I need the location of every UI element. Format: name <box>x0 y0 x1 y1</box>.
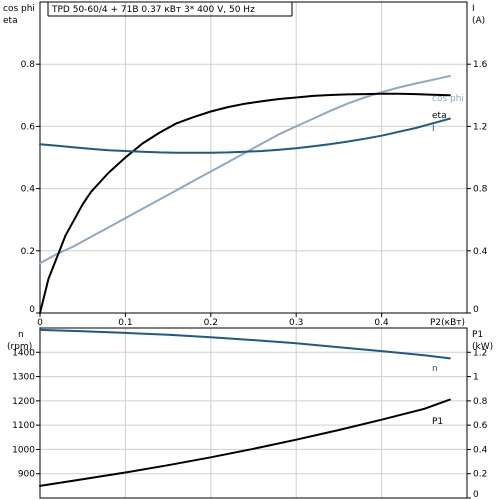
series-label-i: I <box>432 124 435 134</box>
grid-layer <box>40 2 467 498</box>
lower-series-P1 <box>39 398 451 487</box>
x-tick-label-3: 0.3 <box>289 318 303 328</box>
upper-right-axis-label-1: I <box>472 4 475 14</box>
series-label-p1: P1 <box>432 417 443 427</box>
upper-right-tick-label-4: 1.6 <box>473 60 488 70</box>
upper-left-axis-label-1: cos phi <box>3 4 35 14</box>
lower-right-tick-label-2: 0.4 <box>473 445 488 455</box>
lower-left-tick-label-2: 1100 <box>12 421 35 431</box>
series-label-cos-phi: cos phi <box>432 94 464 104</box>
lower-left-axis-label-1: n <box>18 330 24 340</box>
upper-series-I <box>39 117 451 154</box>
upper-series-eta <box>39 92 451 314</box>
upper-right-tick-label-0: 0 <box>473 305 479 315</box>
lower-left-axis-label-2: (rpm) <box>7 342 32 352</box>
upper-left-tick-label-3: 0.6 <box>21 122 36 132</box>
lower-right-axis-label-2: (kW) <box>472 342 493 352</box>
frame-layer <box>36 1 471 499</box>
series-layer <box>39 75 451 487</box>
upper-right-axis-label-2: (A) <box>472 16 485 26</box>
lower-right-tick-label-5: 1 <box>473 373 479 383</box>
lower-right-tick-label-6: 1.2 <box>473 348 487 358</box>
label-layer: 0 0.2 0.4 0.6 0.8 0 0.4 0.8 1.2 1.6 900 1000 1100 120… <box>12 60 487 500</box>
lower-left-tick-label-5: 1400 <box>12 348 35 358</box>
x-tick-label-1: 0.1 <box>118 318 132 328</box>
lower-right-tick-label-0: 0 <box>473 490 479 500</box>
upper-left-axis-label-2: eta <box>3 16 18 26</box>
upper-left-tick-label-4: 0.8 <box>21 60 36 70</box>
lower-right-axis-label-1: P1 <box>472 330 483 340</box>
upper-series-cos_phi <box>39 75 451 265</box>
lower-left-tick-label-3: 1200 <box>12 397 35 407</box>
upper-left-tick-label-1: 0.2 <box>21 247 35 257</box>
series-label-eta: eta <box>432 111 447 121</box>
lower-plot-frame <box>39 327 468 499</box>
upper-plot-frame <box>39 1 468 314</box>
lower-left-tick-label-0: 900 <box>18 470 35 480</box>
lower-left-tick-label-1: 1000 <box>12 445 35 455</box>
upper-right-tick-label-2: 0.8 <box>473 185 488 195</box>
series-label-n: n <box>432 364 438 374</box>
lower-left-tick-label-4: 1300 <box>12 373 35 383</box>
lower-right-tick-label-4: 0.8 <box>473 397 488 407</box>
upper-left-tick-label-2: 0.4 <box>21 185 36 195</box>
upper-right-tick-label-1: 0.4 <box>473 247 488 257</box>
lower-right-tick-label-3: 0.6 <box>473 421 488 431</box>
x-tick-label-4: 0.4 <box>374 318 389 328</box>
x-axis-label: P2(кВт) <box>430 318 465 328</box>
lower-series-n <box>39 328 451 360</box>
lower-right-tick-label-1: 0.2 <box>473 470 487 480</box>
chart-title: TPD 50-60/4 + 71B 0.37 кВт 3* 400 V, 50 … <box>51 5 255 15</box>
x-tick-label-0: 0 <box>37 318 43 328</box>
x-tick-label-2: 0.2 <box>204 318 218 328</box>
upper-left-tick-label-0: 0 <box>29 305 35 315</box>
upper-right-tick-label-3: 1.2 <box>473 122 487 132</box>
